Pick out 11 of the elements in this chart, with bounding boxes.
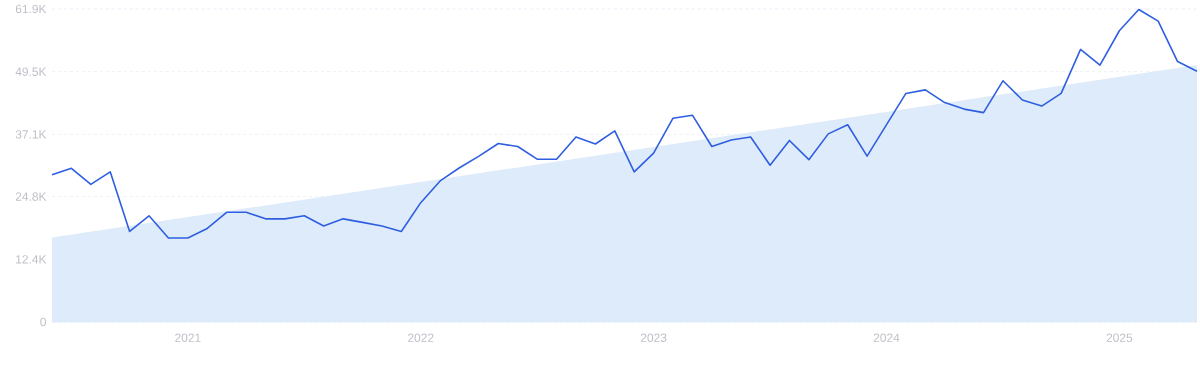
y-tick-label: 61.9K — [15, 4, 47, 14]
y-tick-label: 12.4K — [16, 255, 47, 264]
y-tick-label: 49.5K — [15, 67, 47, 76]
y-tick-label: 37.1K — [15, 130, 47, 139]
x-tick-label: 2022 — [408, 333, 434, 342]
x-tick-label: 2023 — [640, 333, 667, 342]
x-tick-label: 2021 — [175, 333, 201, 342]
x-tick-label: 2024 — [873, 333, 900, 342]
y-tick-label: 0 — [40, 317, 47, 327]
y-tick-label: 24.8K — [15, 192, 47, 201]
x-tick-label: 2025 — [1106, 333, 1133, 342]
